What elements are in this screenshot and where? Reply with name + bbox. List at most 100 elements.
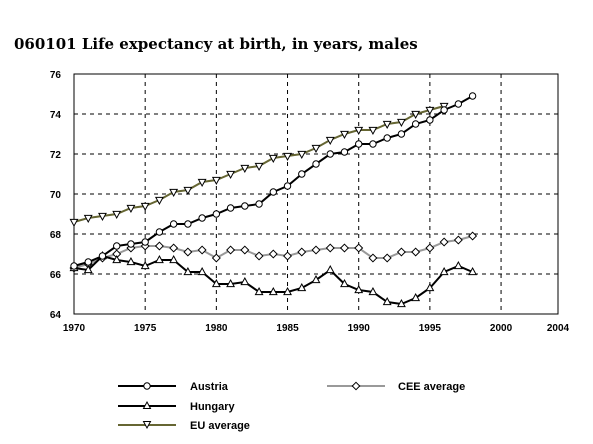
data-point-hungary	[226, 278, 236, 288]
data-point-eu-average	[226, 170, 236, 180]
data-point-hungary	[197, 266, 207, 276]
data-point-austria	[326, 150, 334, 158]
y-tick-label: 76	[50, 70, 62, 81]
y-tick-label: 70	[50, 190, 62, 201]
data-point-austria	[184, 220, 192, 228]
data-point-eu-average	[311, 144, 321, 154]
x-tick-label: 1990	[348, 323, 371, 334]
data-point-eu-average	[98, 212, 107, 222]
data-point-cee-average	[254, 251, 264, 261]
data-point-hungary	[297, 282, 307, 292]
data-point-hungary	[112, 254, 122, 264]
data-point-hungary	[211, 278, 221, 288]
data-point-hungary	[83, 264, 93, 274]
data-point-austria	[113, 242, 121, 250]
data-point-austria	[340, 148, 349, 156]
data-point-austria	[411, 120, 420, 128]
data-point-austria	[155, 228, 164, 236]
data-point-eu-average	[325, 136, 335, 146]
data-point-hungary	[439, 266, 449, 276]
series-austria	[70, 92, 477, 270]
grid	[74, 74, 558, 314]
data-point-cee-average	[240, 245, 250, 255]
data-point-eu-average	[240, 164, 250, 174]
data-point-cee-average	[197, 245, 207, 255]
data-point-austria	[169, 220, 178, 228]
data-point-cee-average	[268, 249, 278, 259]
data-point-hungary	[340, 278, 349, 288]
data-point-austria	[383, 134, 391, 142]
data-point-austria	[241, 202, 249, 210]
data-point-austria	[212, 210, 221, 218]
plot-frame	[73, 73, 559, 315]
data-point-hungary	[425, 282, 435, 292]
data-point-austria	[426, 116, 434, 124]
data-point-cee-average	[425, 243, 435, 253]
data-point-eu-average	[297, 150, 307, 160]
data-point-eu-average	[283, 152, 292, 162]
x-tick-label: 2004	[547, 323, 570, 334]
x-tick-labels: 1970 1975 1980 1985 1990 1995 2000 2004	[63, 323, 570, 334]
y-tick-label: 66	[50, 270, 62, 281]
legend-label-cee-average: CEE average	[398, 381, 465, 393]
x-tick-label: 2000	[490, 323, 513, 334]
data-point-eu-average	[425, 106, 435, 116]
data-point-austria	[226, 204, 235, 212]
y-tick-label: 74	[50, 110, 62, 121]
y-tick-labels: 64 66 68 70 72 74 76	[50, 70, 62, 321]
data-point-hungary	[268, 286, 278, 296]
data-point-hungary	[254, 286, 264, 296]
legend-item-austria: Austria	[118, 381, 229, 393]
data-point-hungary	[354, 284, 364, 294]
data-point-hungary	[453, 260, 463, 270]
data-point-hungary	[169, 254, 179, 264]
data-point-cee-average	[468, 231, 478, 241]
data-point-eu-average	[368, 126, 378, 136]
data-point-hungary	[183, 266, 193, 276]
legend-item-cee-average: CEE average	[327, 381, 465, 393]
data-point-austria	[454, 100, 463, 108]
y-tick-label: 72	[50, 150, 62, 161]
data-point-cee-average	[226, 245, 236, 255]
data-point-eu-average	[69, 218, 79, 228]
data-point-austria	[70, 262, 78, 270]
data-point-cee-average	[154, 241, 164, 251]
data-point-austria	[440, 106, 448, 114]
legend-item-eu-average: EU average	[118, 420, 250, 432]
data-point-eu-average	[340, 130, 349, 140]
data-point-eu-average	[382, 120, 392, 130]
data-point-eu-average	[254, 162, 264, 172]
data-point-cee-average	[339, 243, 349, 253]
data-point-eu-average	[396, 118, 406, 128]
data-point-cee-average	[297, 247, 307, 257]
data-point-cee-average	[169, 243, 179, 253]
data-point-hungary	[283, 286, 292, 296]
x-tick-label: 1970	[63, 323, 86, 334]
data-point-cee-average	[354, 243, 364, 253]
data-point-austria	[355, 140, 363, 148]
legend-item-hungary: Hungary	[118, 400, 236, 413]
data-point-austria	[198, 214, 206, 222]
data-point-eu-average	[154, 196, 164, 206]
data-point-eu-average	[197, 178, 207, 188]
data-point-cee-average	[368, 253, 378, 263]
data-point-eu-average	[140, 202, 150, 212]
legend-label-hungary: Hungary	[190, 401, 236, 413]
y-tick-label: 68	[50, 230, 62, 241]
data-point-austria	[141, 238, 149, 246]
data-point-eu-average	[169, 188, 179, 198]
data-point-austria	[312, 160, 320, 168]
data-point-eu-average	[211, 176, 221, 186]
data-point-eu-average	[411, 110, 421, 120]
legend-label-austria: Austria	[190, 381, 229, 393]
data-point-austria	[127, 240, 135, 248]
data-point-cee-average	[311, 245, 321, 255]
legend-label-eu-average: EU average	[190, 420, 250, 432]
data-point-eu-average	[354, 126, 364, 136]
data-point-hungary	[368, 286, 378, 296]
data-point-cee-average	[211, 253, 221, 263]
data-point-cee-average	[283, 251, 293, 261]
data-point-eu-average	[268, 154, 278, 164]
data-point-austria	[98, 252, 107, 260]
